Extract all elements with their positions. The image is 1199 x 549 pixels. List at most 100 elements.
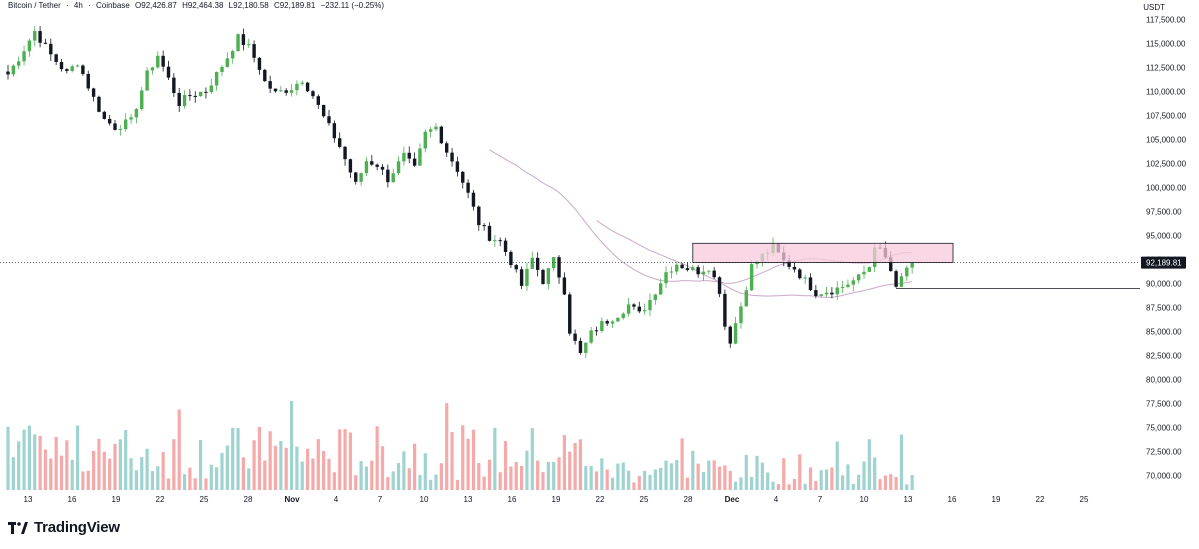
time-tick-label: 28 xyxy=(684,495,693,504)
volume-bar xyxy=(707,460,711,490)
volume-bar xyxy=(279,441,283,490)
candle-body xyxy=(691,267,695,271)
candle-body xyxy=(626,304,631,314)
candle-body xyxy=(514,265,518,270)
moving-average-line-2 xyxy=(596,219,913,298)
time-axis[interactable]: 13 16 19 22 25 28 Nov 4 7 10 13 16 19 22 25 28 Dec 4 7 10 13… xyxy=(24,495,1089,504)
volume-bar xyxy=(696,463,700,490)
volume-bar xyxy=(771,481,775,490)
candle-body xyxy=(284,90,288,93)
price-tick-label: 90,000.00 xyxy=(1146,280,1182,289)
volume-bar xyxy=(225,445,229,490)
candle-body xyxy=(707,270,711,272)
time-tick-label: 19 xyxy=(552,495,561,504)
candle-body xyxy=(418,148,422,166)
volume-bar xyxy=(814,480,818,490)
volume-bar xyxy=(252,440,256,490)
candle-body xyxy=(530,257,534,269)
candle-body xyxy=(295,83,299,91)
volume-bar xyxy=(199,439,203,490)
candle-body xyxy=(375,164,379,167)
candle-body xyxy=(380,166,385,170)
volume-bar xyxy=(108,458,112,490)
candle-body xyxy=(600,321,604,332)
header-separator: · xyxy=(66,1,69,10)
candle-body xyxy=(519,269,524,286)
candle-body xyxy=(166,66,171,78)
candle-body xyxy=(182,95,187,106)
volume-bar xyxy=(327,458,331,490)
candle-body xyxy=(477,206,481,226)
candle-body xyxy=(273,88,278,92)
volume-bar xyxy=(841,475,845,490)
time-tick-label: 4 xyxy=(334,495,339,504)
volume-bar xyxy=(541,472,545,490)
candle-body xyxy=(792,266,797,270)
candle-body xyxy=(247,44,251,46)
candle-body xyxy=(91,88,96,97)
candle-body xyxy=(241,34,246,45)
volume-bar xyxy=(407,468,411,490)
volume-bar xyxy=(156,466,160,490)
volume-bar xyxy=(808,467,813,490)
volume-bar xyxy=(386,477,390,490)
candle-body xyxy=(899,276,904,287)
volume-bar xyxy=(530,428,534,490)
time-tick-label: 13 xyxy=(464,495,473,504)
candle-body xyxy=(621,313,625,318)
moving-average xyxy=(489,149,913,298)
volume-bar xyxy=(418,474,422,490)
candle-body xyxy=(396,161,401,174)
candle-body xyxy=(434,126,438,130)
volume-bar xyxy=(70,459,74,490)
open-value: O92,426.87 xyxy=(135,1,177,10)
candle-body xyxy=(38,31,42,43)
candle-body xyxy=(509,251,513,266)
price-tick-label: 97,500.00 xyxy=(1146,208,1182,217)
symbol-name[interactable]: Bitcoin / Tether xyxy=(8,1,61,10)
candle-body xyxy=(391,173,395,183)
volume-bar xyxy=(209,464,213,490)
time-tick-label: 22 xyxy=(1036,495,1045,504)
volume-bar xyxy=(466,438,470,490)
volume-bar xyxy=(188,467,192,490)
volume-bar xyxy=(295,446,299,490)
candle-body xyxy=(739,306,743,324)
interval-label[interactable]: 4h xyxy=(73,1,83,10)
candle-body xyxy=(423,131,427,149)
volume-bar xyxy=(493,427,497,490)
time-tick-label: 16 xyxy=(948,495,957,504)
volume-bar xyxy=(75,425,80,490)
volume-bar xyxy=(873,457,877,490)
price-axis[interactable]: 117,500.00 115,000.00 112,500.00 110,000.00… xyxy=(1141,16,1187,481)
volume-bar xyxy=(102,451,106,490)
volume-bar xyxy=(717,466,722,490)
candle-body xyxy=(696,267,700,275)
volume-bar xyxy=(846,464,850,490)
tradingview-branding[interactable]: TradingView xyxy=(8,519,120,536)
candle-body xyxy=(327,116,331,124)
price-tick-label: 80,000.00 xyxy=(1146,376,1182,385)
price-tick-label: 87,500.00 xyxy=(1146,304,1182,313)
volume-bar xyxy=(830,467,834,490)
candle-body xyxy=(75,65,80,67)
candle-body xyxy=(220,66,224,72)
time-tick-label: 28 xyxy=(244,495,253,504)
candle-body xyxy=(97,96,101,112)
volume-bar xyxy=(49,458,53,490)
high-value: H92,464.38 xyxy=(182,1,224,10)
candle-body xyxy=(819,294,823,296)
candle-body xyxy=(557,257,561,278)
candle-body xyxy=(493,240,497,242)
candle-body xyxy=(498,240,502,242)
candle-body xyxy=(910,262,914,268)
volume-bar xyxy=(819,470,823,490)
volume-bar xyxy=(584,466,588,490)
candle-body xyxy=(198,91,203,97)
candle-body xyxy=(664,272,668,284)
volume-bar xyxy=(573,443,577,490)
candle-body xyxy=(487,225,492,241)
volume-bar xyxy=(894,476,898,490)
price-tick-label: 117,500.00 xyxy=(1146,16,1186,25)
